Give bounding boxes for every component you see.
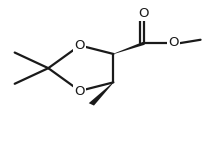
Polygon shape [89,82,114,106]
Text: O: O [75,85,85,98]
Text: O: O [75,38,85,52]
Text: O: O [139,7,149,20]
Polygon shape [113,42,145,54]
Text: O: O [168,36,178,49]
